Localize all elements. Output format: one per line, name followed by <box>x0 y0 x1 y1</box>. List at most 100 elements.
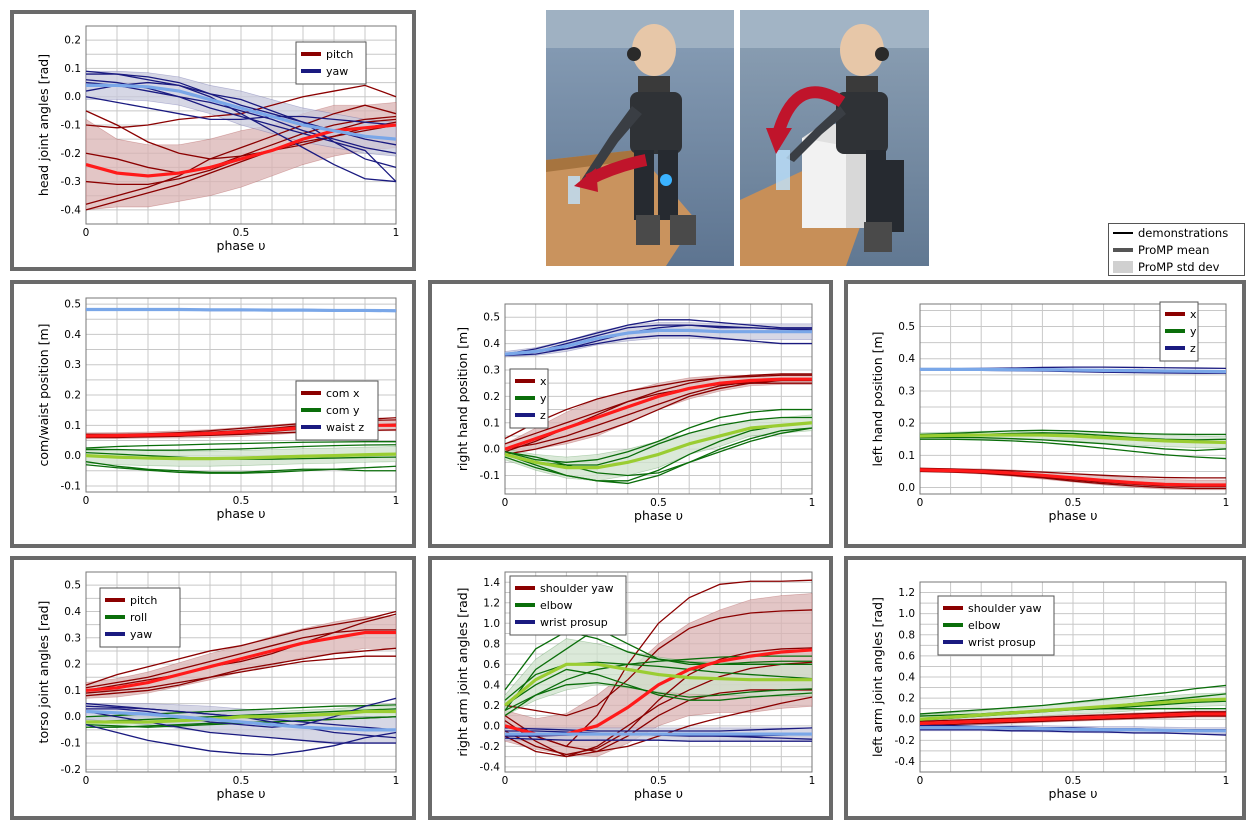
x-tick-label: 0 <box>502 775 509 787</box>
series-group <box>503 579 813 758</box>
torso-chart: 0.5 0.4 0.3 0.2 0.1 0.0 -0.1 -0.20 0.5 1 phase υ to… <box>36 571 399 801</box>
demonstration-swatch <box>1113 232 1133 234</box>
y-tick-label: 0.0 <box>898 482 915 494</box>
y-tick-label: 0.5 <box>64 299 81 311</box>
demo-line-yaw <box>85 81 397 154</box>
legend-label: wrist prosup <box>968 636 1036 649</box>
y-tick-label: 0.0 <box>898 714 915 726</box>
y-tick-label: 0.3 <box>483 364 500 376</box>
mean-line-y <box>919 433 1227 445</box>
legend-label: com x <box>326 387 360 400</box>
x-tick-label: 0 <box>83 227 90 239</box>
legend-label: wrist prosup <box>540 616 608 629</box>
legend-label: z <box>1190 342 1196 355</box>
x-axis-label: phase υ <box>217 506 266 521</box>
y-tick-label: 1.4 <box>483 577 500 589</box>
y-tick-label: 1.0 <box>898 608 915 620</box>
torso-panel: 0.5 0.4 0.3 0.2 0.1 0.0 -0.1 -0.2 0 0.5 1 phase υ to… <box>10 556 416 820</box>
x-tick-label: 1 <box>393 495 400 507</box>
legend-label: waist z <box>326 421 364 434</box>
legend-std: ProMP std dev <box>1113 259 1219 275</box>
y-tick-label: -0.4 <box>61 204 82 216</box>
demo-line-pitch <box>85 647 397 697</box>
y-tick-label: 0.5 <box>64 580 81 592</box>
x-tick-label: 0 <box>83 495 90 507</box>
y-tick-label: 0.2 <box>64 390 81 402</box>
demo-line-y <box>504 427 813 485</box>
chart-legend: xyz <box>1159 301 1199 362</box>
demo-line-elbow <box>504 668 813 706</box>
x-axis-label: phase υ <box>1049 508 1098 523</box>
mean-line-elbow <box>503 662 812 707</box>
mean-line-yaw <box>85 709 396 732</box>
x-axis-label: phase υ <box>217 238 266 253</box>
x-tick-label: 0 <box>502 497 509 509</box>
photo-right <box>740 10 929 266</box>
y-tick-label: 0.0 <box>64 450 81 462</box>
x-tick-label: 0.5 <box>233 495 250 507</box>
y-tick-label: -0.4 <box>480 761 501 773</box>
legend-label: shoulder yaw <box>540 582 613 595</box>
demo-line-x <box>504 373 812 445</box>
demo-line-y <box>504 408 812 463</box>
mean-line-roll <box>86 709 396 724</box>
chart-legend: shoulder yaw elbow wrist prosup <box>937 595 1055 656</box>
y-tick-label: 1.2 <box>483 597 500 609</box>
y-tick-label: 0.6 <box>898 650 915 662</box>
y-tick-label: -0.1 <box>61 738 82 750</box>
demo-line-pitch <box>85 613 397 692</box>
demo-line-elbow <box>919 684 1227 715</box>
chart-legend: shoulder yaw elbow wrist prosup <box>509 575 627 636</box>
chart-legend: xyz <box>509 368 549 429</box>
demo-line-wrist-prosup <box>504 727 813 732</box>
demo-line-shoulder-yaw <box>504 647 813 756</box>
demo-line-com-y <box>86 444 397 451</box>
y-tick-label: 0.2 <box>64 35 81 47</box>
right-arm-panel: 1.4 1.2 1.0 0.8 0.6 0.4 0.2 0.0 -0.2 -0.4 0 0.5 1 pha… <box>428 556 833 820</box>
demo-line-pitch <box>85 118 397 211</box>
demo-line-com-y <box>85 464 397 474</box>
com-waist-chart: 0.5 0.4 0.3 0.2 0.1 0.0 -0.10 0.5 1 phase υ com/wa… <box>36 297 400 521</box>
mean-line-z <box>504 328 812 356</box>
y-axis-label: com/waist position [m] <box>36 323 51 466</box>
legend-demonstrations: demonstrations <box>1113 225 1228 241</box>
demo-line-shoulder-yaw <box>504 661 813 758</box>
y-tick-label: 0.4 <box>483 338 500 350</box>
grid <box>919 581 1227 773</box>
y-tick-label: 0.4 <box>64 606 81 618</box>
demo-line-yaw <box>85 96 397 126</box>
x-axis-label: phase υ <box>217 786 266 801</box>
demo-line-y <box>920 438 1227 460</box>
std-band-elbow <box>504 638 813 717</box>
mean-line-x <box>504 377 812 451</box>
demo-line-z <box>504 335 812 355</box>
right-arm-chart: 1.4 1.2 1.0 0.8 0.6 0.4 0.2 0.0 -0.2 -0.40 0.5 1 pha… <box>455 571 815 801</box>
mean-line-y <box>504 421 813 470</box>
demo-line-z <box>504 324 813 357</box>
legend-label: shoulder yaw <box>968 602 1041 615</box>
y-tick-label: -0.2 <box>61 764 82 776</box>
demo-line-shoulder-yaw <box>504 609 813 717</box>
mean-line-pitch <box>85 123 397 178</box>
com-waist-panel: 0.5 0.4 0.3 0.2 0.1 0.0 -0.1 0 0.5 1 phase υ com/wa… <box>10 280 416 548</box>
left-arm-chart: 1.2 1.0 0.8 0.6 0.4 0.2 0.0 -0.2 -0.40 0.5 1 phase … <box>870 581 1229 801</box>
y-tick-label: 0.4 <box>64 329 81 341</box>
plot-frame <box>85 571 397 773</box>
mean-line-elbow <box>919 697 1227 721</box>
y-axis-label: right arm joint angles [rad] <box>455 587 470 756</box>
x-tick-label: 0.5 <box>650 497 667 509</box>
global-legend: demonstrations ProMP mean ProMP std dev <box>1108 223 1245 276</box>
left-hand-chart: 0.5 0.4 0.3 0.2 0.1 0.00 0.5 1 phase υ left hand … <box>870 301 1229 523</box>
y-tick-label: 0.3 <box>64 359 81 371</box>
demo-line-elbow <box>504 627 812 711</box>
x-tick-label: 0.5 <box>1065 775 1082 787</box>
demo-line-x <box>919 467 1226 479</box>
demo-line-pitch <box>85 629 396 689</box>
series-group <box>85 70 397 211</box>
y-tick-label: -0.1 <box>61 120 82 132</box>
y-tick-label: -0.3 <box>61 176 82 188</box>
y-tick-label: 0.1 <box>64 420 81 432</box>
y-tick-label: 0.1 <box>64 63 81 75</box>
legend-label: com y <box>326 404 360 417</box>
y-tick-label: 0.5 <box>898 321 915 333</box>
